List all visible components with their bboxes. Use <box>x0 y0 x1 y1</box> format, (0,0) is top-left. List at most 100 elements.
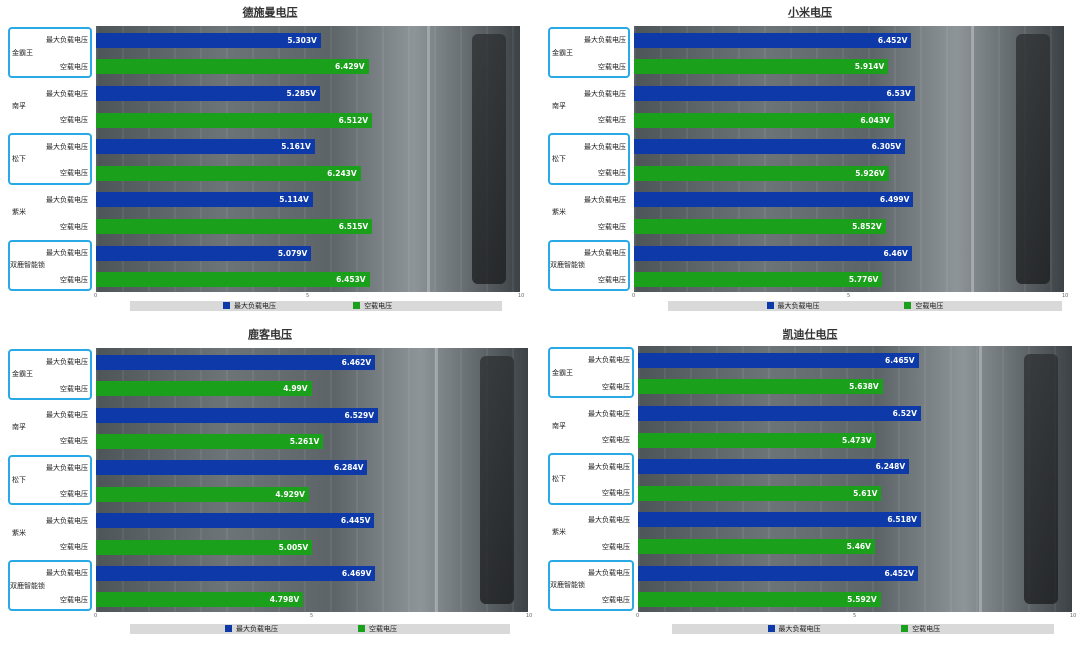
series-axis-label: 最大负载电压 <box>46 195 88 204</box>
chart-legend: 最大负载电压 空载电压 <box>130 301 502 311</box>
series-axis-label: 空载电压 <box>60 62 88 71</box>
series-axis-label: 最大负载电压 <box>46 36 88 45</box>
chart-title: 小米电压 <box>540 4 1080 22</box>
bar-no-load-2 <box>638 485 882 501</box>
series-axis-label: 最大负载电压 <box>588 515 630 524</box>
bar-max-load-3 <box>96 513 375 529</box>
chart-title-text: 小米电压 <box>788 6 832 19</box>
legend-item-0: 最大负载电压 <box>766 301 820 311</box>
background-highlight <box>427 26 430 292</box>
chart-title: 凯迪仕电压 <box>540 326 1080 344</box>
background-lock-photo <box>1024 354 1058 604</box>
series-axis-label: 空载电压 <box>60 275 88 284</box>
bar-value-label: 5.079V <box>277 248 308 258</box>
bar-no-load-4 <box>96 272 370 288</box>
bar-value-label: 6.462V <box>341 357 372 367</box>
series-axis-label: 空载电压 <box>60 116 88 125</box>
brand-highlight-box-4 <box>548 559 634 611</box>
x-tick-label: 10 <box>1070 613 1077 619</box>
x-tick-label: 5 <box>306 293 310 299</box>
brand-label-0: 金霸王 <box>552 368 573 377</box>
bar-max-load-3 <box>634 192 914 208</box>
series-axis-label: 最大负载电压 <box>584 36 626 45</box>
x-tick-label: 0 <box>636 613 640 619</box>
bar-value-label: 5.46V <box>846 542 871 552</box>
legend-item-1: 空载电压 <box>904 301 943 311</box>
brand-highlight-box-0 <box>548 347 634 399</box>
bar-value-label: 6.305V <box>871 142 902 152</box>
bar-value-label: 4.99V <box>283 384 308 394</box>
legend-item-0: 最大负载电压 <box>767 624 821 634</box>
bar-max-load-1 <box>634 86 915 102</box>
brand-label-0: 金霸王 <box>12 48 33 57</box>
bar-no-load-2 <box>634 165 889 181</box>
brand-highlight-box-0 <box>8 349 92 400</box>
bar-max-load-2 <box>634 139 906 155</box>
bar-no-load-1 <box>634 112 894 128</box>
series-axis-label: 空载电压 <box>598 222 626 231</box>
background-highlight <box>435 348 438 612</box>
brand-highlight-box-2 <box>548 133 630 185</box>
background-highlight <box>971 26 974 292</box>
bar-no-load-2 <box>96 165 361 181</box>
series-axis-label: 空载电压 <box>602 382 630 391</box>
bar-value-label: 6.52V <box>892 409 917 419</box>
bar-value-label: 6.243V <box>327 168 357 178</box>
bar-max-load-3 <box>96 192 313 208</box>
brand-highlight-box-4 <box>8 560 92 611</box>
brand-highlight-box-2 <box>548 453 634 505</box>
bar-max-load-1 <box>96 86 321 102</box>
brand-label-1: 南孚 <box>552 101 566 110</box>
bar-no-load-3 <box>96 539 313 555</box>
background-lock-photo <box>480 356 514 604</box>
series-axis-label: 最大负载电压 <box>584 249 626 258</box>
legend-label: 最大负载电压 <box>236 625 278 633</box>
bar-value-label: 5.638V <box>849 382 879 392</box>
x-tick-label: 5 <box>310 613 314 619</box>
legend-label: 最大负载电压 <box>234 302 276 310</box>
bar-max-load-2 <box>96 139 315 155</box>
bar-no-load-0 <box>634 59 889 75</box>
legend-item-0: 最大负载电压 <box>223 301 276 311</box>
bar-no-load-4 <box>96 592 304 608</box>
bar-value-label: 5.161V <box>281 142 311 152</box>
chart-legend: 最大负载电压 空载电压 <box>668 301 1062 311</box>
bar-max-load-4 <box>638 565 919 581</box>
bar-value-label: 6.445V <box>340 516 371 526</box>
bar-no-load-3 <box>634 219 886 235</box>
bar-no-load-0 <box>96 59 369 75</box>
x-tick-label: 0 <box>632 293 636 299</box>
series-axis-label: 空载电压 <box>598 275 626 284</box>
series-axis-label: 最大负载电压 <box>46 249 88 258</box>
brand-label-2: 松下 <box>12 155 26 163</box>
legend-swatch <box>901 625 909 632</box>
bar-value-label: 6.515V <box>338 222 369 232</box>
legend-label: 空载电压 <box>915 302 944 310</box>
bar-max-load-1 <box>96 407 379 423</box>
brand-label-4: 双鹿智能锁 <box>10 581 45 590</box>
bar-value-label: 5.303V <box>287 35 317 45</box>
x-tick-label: 0 <box>94 293 98 299</box>
series-axis-label: 空载电压 <box>602 436 630 445</box>
brand-label-0: 金霸王 <box>12 370 33 379</box>
bar-max-load-4 <box>634 245 912 261</box>
chart-title: 鹿客电压 <box>0 326 540 344</box>
series-axis-label: 空载电压 <box>598 62 626 71</box>
bar-max-load-1 <box>638 406 921 422</box>
series-axis-label: 最大负载电压 <box>46 411 88 420</box>
series-axis-label: 空载电压 <box>60 490 88 499</box>
brand-label-4: 双鹿智能锁 <box>550 581 585 590</box>
bar-value-label: 5.592V <box>847 595 877 605</box>
chart-panel-3: 凯迪仕电压 6.465V 最大负载电压 5.638V 空载电压 金霸王 6.52V 最大负载电… <box>540 326 1080 638</box>
bar-max-load-0 <box>96 32 321 48</box>
bar-value-label: 5.914V <box>854 62 885 72</box>
series-axis-label: 空载电压 <box>602 595 630 604</box>
brand-label-3: 紫米 <box>552 208 566 217</box>
chart-title-text: 凯迪仕电压 <box>782 328 838 341</box>
legend-swatch <box>223 302 230 309</box>
bar-value-label: 6.248V <box>875 462 906 472</box>
bar-max-load-4 <box>96 565 376 581</box>
x-tick-label: 10 <box>518 293 525 299</box>
bar-max-load-4 <box>96 245 312 261</box>
bar-value-label: 6.529V <box>344 410 375 420</box>
